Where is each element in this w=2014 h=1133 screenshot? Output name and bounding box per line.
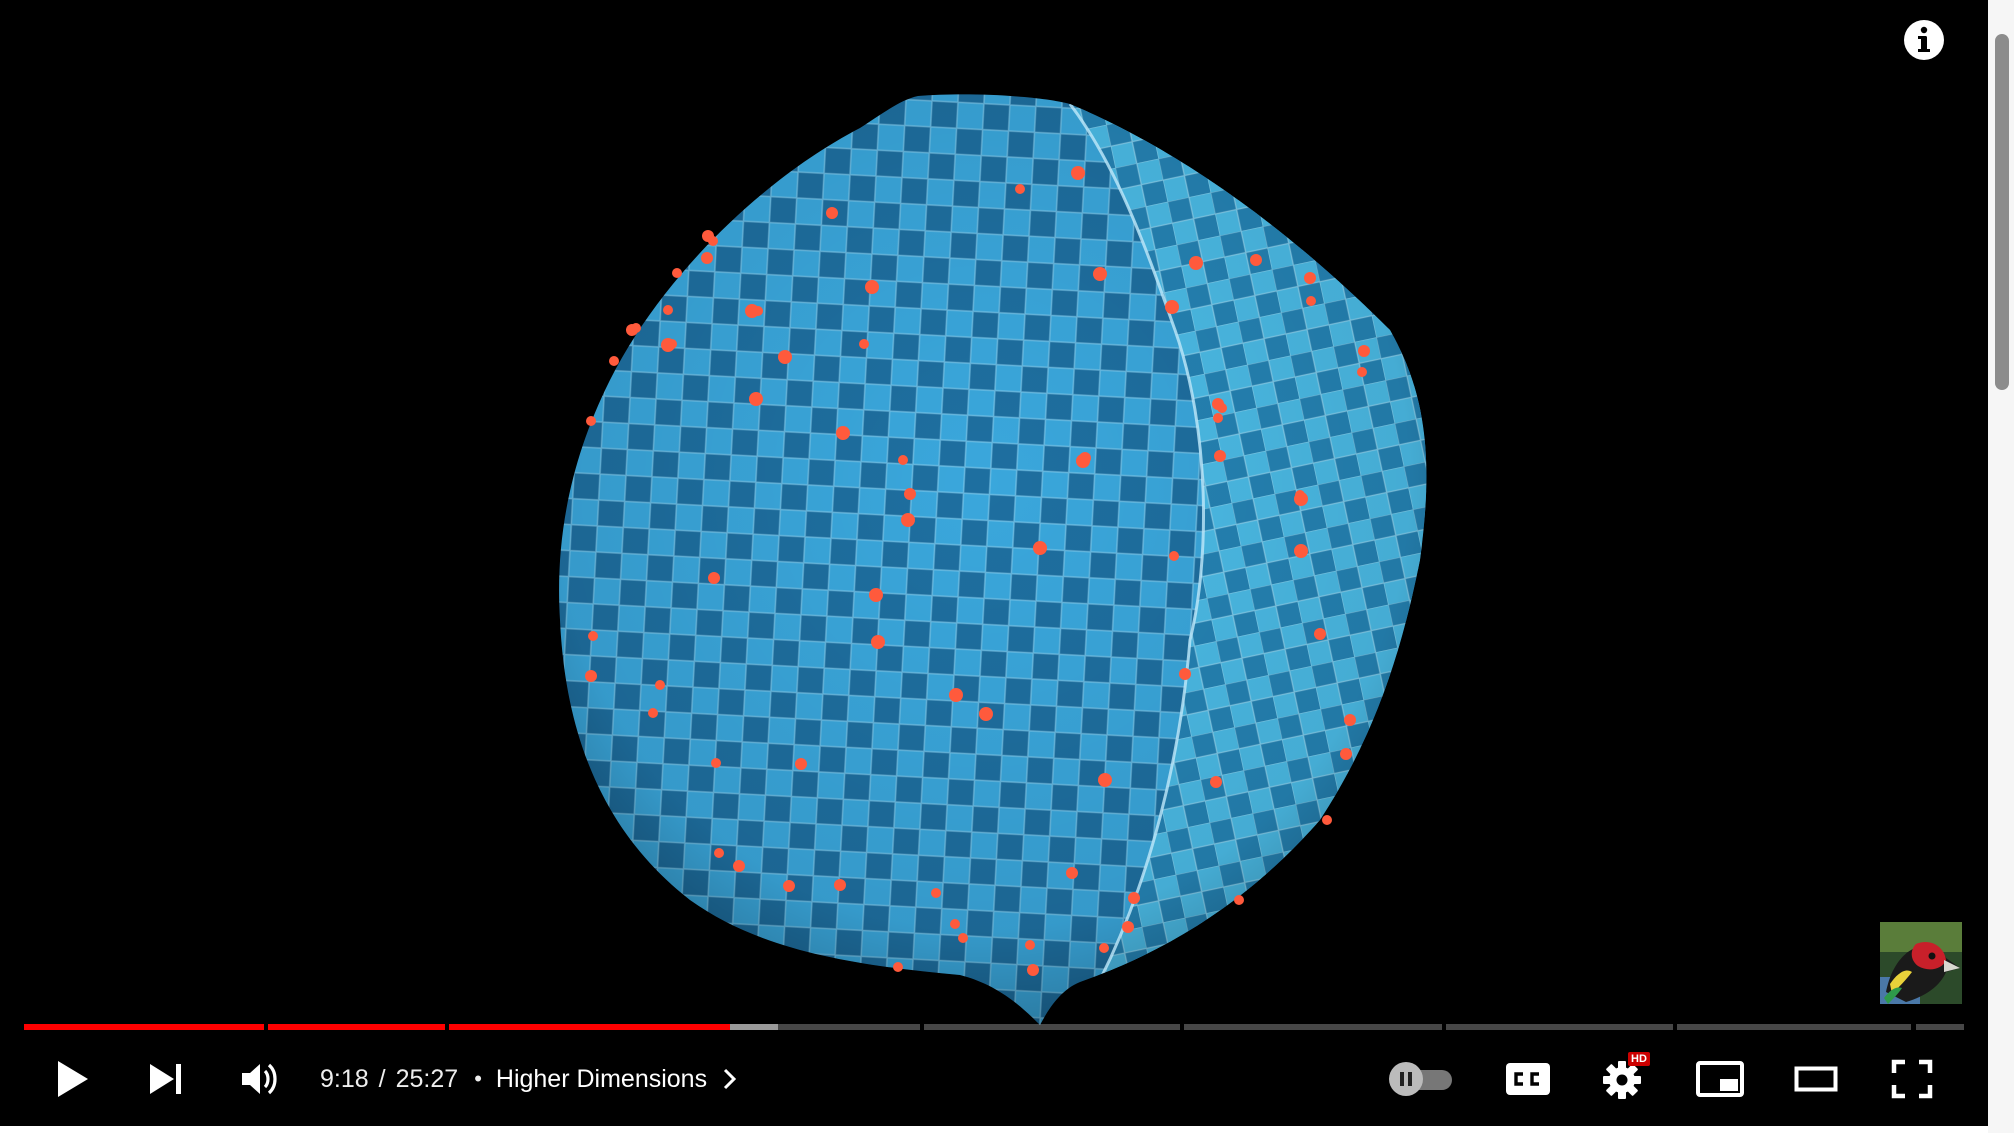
chapter-segment[interactable] — [1446, 1024, 1673, 1030]
sphere-render — [559, 94, 1427, 1025]
info-button[interactable] — [1902, 18, 1946, 62]
controls-bar: 9:18 / 25:27 • Higher Dimensions — [0, 1040, 1988, 1118]
chevron-right-icon — [724, 1068, 737, 1090]
chapter-segment[interactable] — [924, 1024, 1181, 1030]
chapter-segment[interactable] — [268, 1024, 445, 1030]
chapter-segment[interactable] — [24, 1024, 265, 1030]
played-fill — [448, 1024, 730, 1030]
theater-mode-button[interactable] — [1786, 1040, 1846, 1118]
duration: 25:27 — [395, 1064, 459, 1093]
gear-icon — [1603, 1061, 1641, 1099]
sphere-dots — [585, 166, 1370, 976]
settings-button[interactable]: HD — [1594, 1040, 1654, 1118]
info-icon — [1904, 20, 1944, 60]
chapter-segment[interactable] — [1184, 1024, 1442, 1030]
captions-icon — [1506, 1063, 1550, 1095]
scrollbar-thumb[interactable] — [1995, 34, 2009, 390]
channel-watermark[interactable] — [1880, 922, 1962, 1004]
fullscreen-button[interactable] — [1882, 1040, 1942, 1118]
captions-button[interactable] — [1500, 1040, 1556, 1118]
hd-badge: HD — [1628, 1052, 1650, 1066]
autoplay-toggle[interactable] — [1384, 1040, 1456, 1118]
next-button[interactable] — [138, 1040, 194, 1118]
played-fill — [24, 1024, 265, 1030]
miniplayer-icon — [1696, 1061, 1744, 1097]
miniplayer-button[interactable] — [1690, 1040, 1750, 1118]
chapter-segment[interactable] — [448, 1024, 921, 1030]
time-display: 9:18 / 25:27 • Higher Dimensions — [320, 1040, 741, 1118]
volume-button[interactable] — [232, 1040, 288, 1118]
chapter-segment[interactable] — [1676, 1024, 1912, 1030]
page-scrollbar[interactable] — [1988, 0, 2014, 1133]
time-separator: / — [378, 1064, 386, 1093]
bird-avatar-image — [1880, 922, 1962, 1004]
theater-mode-icon — [1794, 1066, 1838, 1092]
play-button[interactable] — [44, 1040, 100, 1118]
fullscreen-icon — [1891, 1059, 1933, 1099]
chapter-segment[interactable] — [1915, 1024, 1964, 1030]
chapter-title: Higher Dimensions — [495, 1064, 708, 1093]
chapter-title-button[interactable]: Higher Dimensions — [496, 1065, 741, 1094]
volume-icon — [242, 1063, 277, 1095]
autoplay-toggle-icon — [1389, 1062, 1452, 1096]
chapter-bullet: • — [474, 1066, 482, 1091]
play-icon — [58, 1061, 88, 1097]
next-icon — [150, 1064, 181, 1094]
played-fill — [268, 1024, 445, 1030]
progress-bar[interactable] — [24, 1018, 1964, 1034]
current-time: 9:18 — [320, 1064, 369, 1093]
